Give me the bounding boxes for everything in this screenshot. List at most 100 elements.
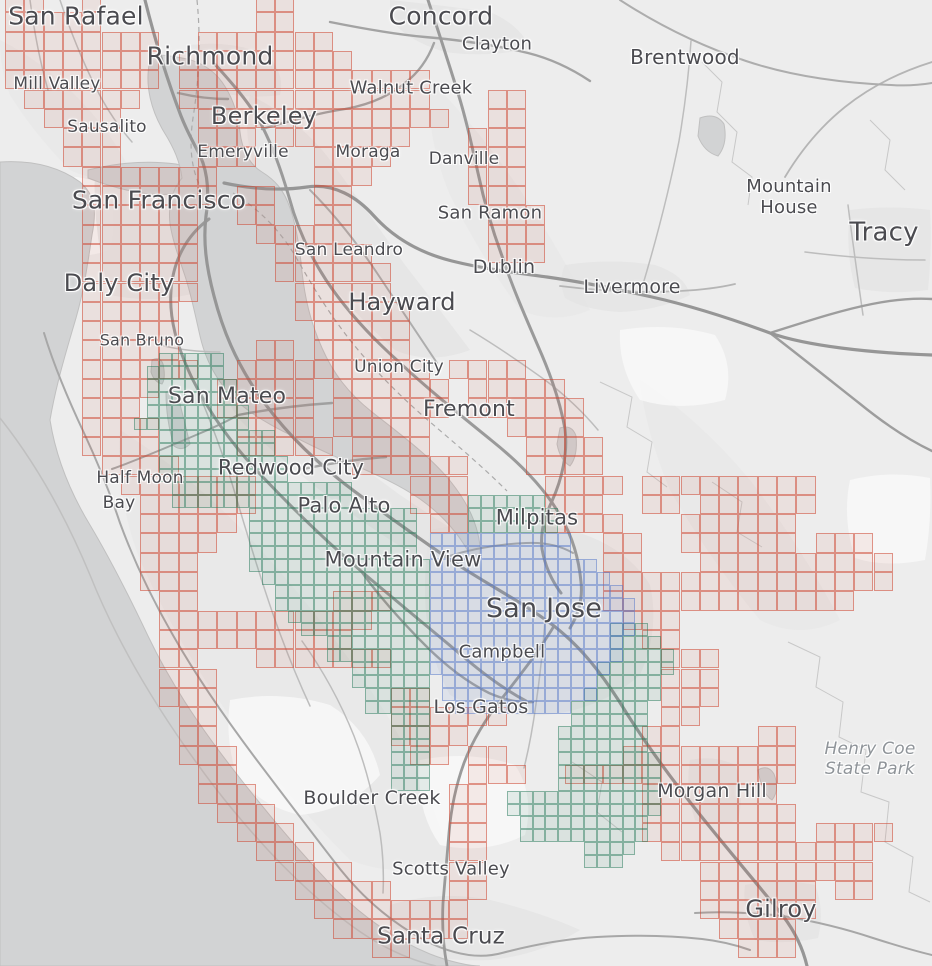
grid-cell-red: [178, 224, 198, 244]
grid-cell-red: [178, 629, 198, 650]
road: [301, 455, 388, 471]
grid-cell-red: [757, 533, 777, 553]
grid-cell-red: [333, 205, 353, 225]
grid-cell-red: [371, 456, 391, 476]
grid-cell-red: [661, 494, 681, 515]
grid-cell-red: [333, 224, 353, 244]
grid-cell-red: [506, 243, 527, 264]
grid-cell-red: [255, 417, 276, 437]
grid-cell-red: [391, 379, 411, 399]
grid-cell-red: [24, 50, 44, 71]
grid-cell-red: [333, 398, 353, 418]
grid-cell-red: [391, 70, 411, 90]
grid-cell-red: [564, 475, 584, 495]
grid-cell-red: [82, 379, 102, 399]
grid-cell-red: [371, 379, 391, 399]
grid-cell-red: [661, 726, 681, 746]
grid-cell-red: [661, 668, 681, 688]
grid-cell-red: [159, 224, 179, 244]
dashed-boundary-line: [190, 0, 201, 187]
grid-cell-red: [43, 89, 63, 109]
grid-cell-red: [217, 128, 237, 148]
grid-cell-red: [101, 417, 121, 437]
grid-cell-red: [43, 50, 63, 71]
grid-cell-red: [777, 591, 797, 611]
city-label: Clayton: [461, 33, 533, 55]
grid-cell-red: [294, 50, 314, 71]
terrain-area: [640, 380, 840, 630]
grid-cell-red: [178, 89, 198, 109]
city-label: Boulder Creek: [303, 786, 441, 809]
water-area: [0, 161, 481, 966]
grid-cell-red: [82, 128, 102, 148]
grid-cell-red: [391, 108, 411, 129]
grid-cell-red: [699, 649, 720, 669]
grid-cell-red: [641, 726, 662, 746]
grid-cell-red: [333, 243, 353, 264]
grid-cell-red: [487, 243, 507, 264]
grid-cell-red: [82, 186, 102, 206]
grid-cell-red: [757, 552, 777, 572]
grid-cell-red: [661, 572, 681, 592]
road: [236, 401, 334, 417]
grid-cell-red: [410, 379, 430, 399]
grid-cell-red: [198, 533, 218, 553]
grid-cell-red: [661, 707, 681, 727]
grid-cell-red: [313, 147, 334, 167]
grid-cell-red: [699, 668, 720, 688]
grid-cell-red: [584, 436, 604, 457]
grid-cell-red: [526, 417, 546, 437]
grid-cell-red: [545, 456, 565, 476]
grid-cell-red: [159, 321, 179, 341]
grid-cell-red: [198, 765, 218, 785]
road: [426, 0, 568, 595]
grid-cell-red: [140, 533, 160, 553]
grid-cell-red: [275, 629, 295, 650]
grid-cell-red: [391, 398, 411, 418]
grid-cell-red: [526, 224, 546, 244]
grid-cell-red: [159, 649, 179, 669]
grid-cell-red: [275, 436, 295, 457]
city-label: Los Gatos: [433, 695, 529, 718]
road: [768, 331, 932, 453]
grid-cell-red: [178, 591, 198, 611]
road: [59, 0, 133, 143]
grid-cell-red: [352, 398, 372, 418]
grid-cell-red: [294, 436, 314, 457]
grid-cell-red: [468, 745, 488, 765]
grid-cell-red: [468, 707, 488, 727]
road: [169, 217, 528, 703]
grid-cell-red: [236, 205, 256, 225]
grid-cell-red: [313, 301, 334, 322]
grid-cell-red: [120, 205, 141, 225]
city-label: Bay: [102, 492, 136, 513]
grid-cell-red: [448, 359, 469, 379]
grid-cell-red: [313, 629, 334, 650]
grid-cell-red: [294, 108, 314, 129]
grid-cell-red: [120, 243, 141, 264]
water-area: [697, 115, 726, 157]
road: [211, 60, 583, 630]
grid-cell-red: [43, 108, 63, 129]
grid-cell-red: [140, 31, 160, 51]
grid-cell-red: [468, 398, 488, 418]
grid-cell-red: [217, 610, 237, 630]
grid-cell-red: [680, 514, 700, 534]
grid-cell-red: [545, 379, 565, 399]
grid-cell-red: [255, 379, 276, 399]
grid-cell-red: [120, 340, 141, 360]
grid-cell-red: [294, 398, 314, 418]
grid-cell-red: [333, 263, 353, 283]
grid-cell-red: [410, 456, 430, 476]
grid-cell-red: [622, 572, 642, 592]
city-label: Half Moon: [96, 467, 184, 488]
grid-cell-red: [834, 591, 855, 611]
grid-cell-red: [120, 379, 141, 399]
grid-cell-red: [198, 70, 218, 90]
grid-cell-red: [198, 745, 218, 765]
grid-cell-red: [255, 224, 276, 244]
grid-cell-red: [757, 494, 777, 515]
grid-cell-red: [120, 321, 141, 341]
grid-cell-red: [352, 282, 372, 302]
